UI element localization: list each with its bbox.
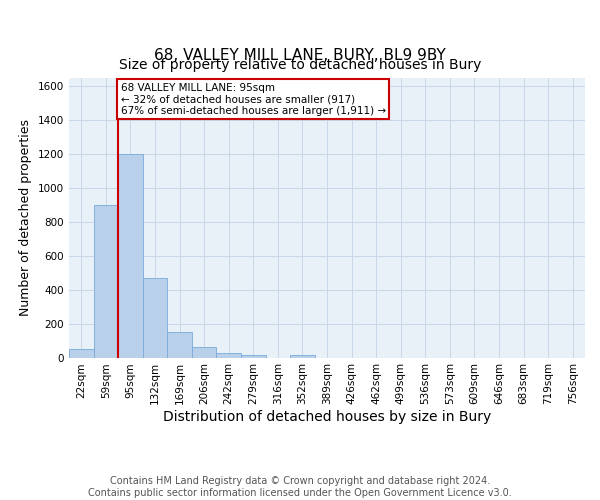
Bar: [143, 278, 167, 357]
Text: 68 VALLEY MILL LANE: 95sqm
← 32% of detached houses are smaller (917)
67% of sem: 68 VALLEY MILL LANE: 95sqm ← 32% of deta…: [121, 82, 386, 116]
Bar: [118, 154, 143, 358]
Bar: [69, 349, 94, 358]
Bar: [241, 355, 266, 358]
Text: Size of property relative to detached houses in Bury: Size of property relative to detached ho…: [119, 58, 481, 72]
Bar: [167, 332, 192, 357]
Bar: [217, 354, 241, 358]
Bar: [192, 348, 217, 358]
X-axis label: Distribution of detached houses by size in Bury: Distribution of detached houses by size …: [163, 410, 491, 424]
Y-axis label: Number of detached properties: Number of detached properties: [19, 119, 32, 316]
Bar: [290, 355, 315, 358]
Text: Contains HM Land Registry data © Crown copyright and database right 2024.
Contai: Contains HM Land Registry data © Crown c…: [88, 476, 512, 498]
Text: 68, VALLEY MILL LANE, BURY, BL9 9BY: 68, VALLEY MILL LANE, BURY, BL9 9BY: [154, 48, 446, 62]
Bar: [94, 205, 118, 358]
